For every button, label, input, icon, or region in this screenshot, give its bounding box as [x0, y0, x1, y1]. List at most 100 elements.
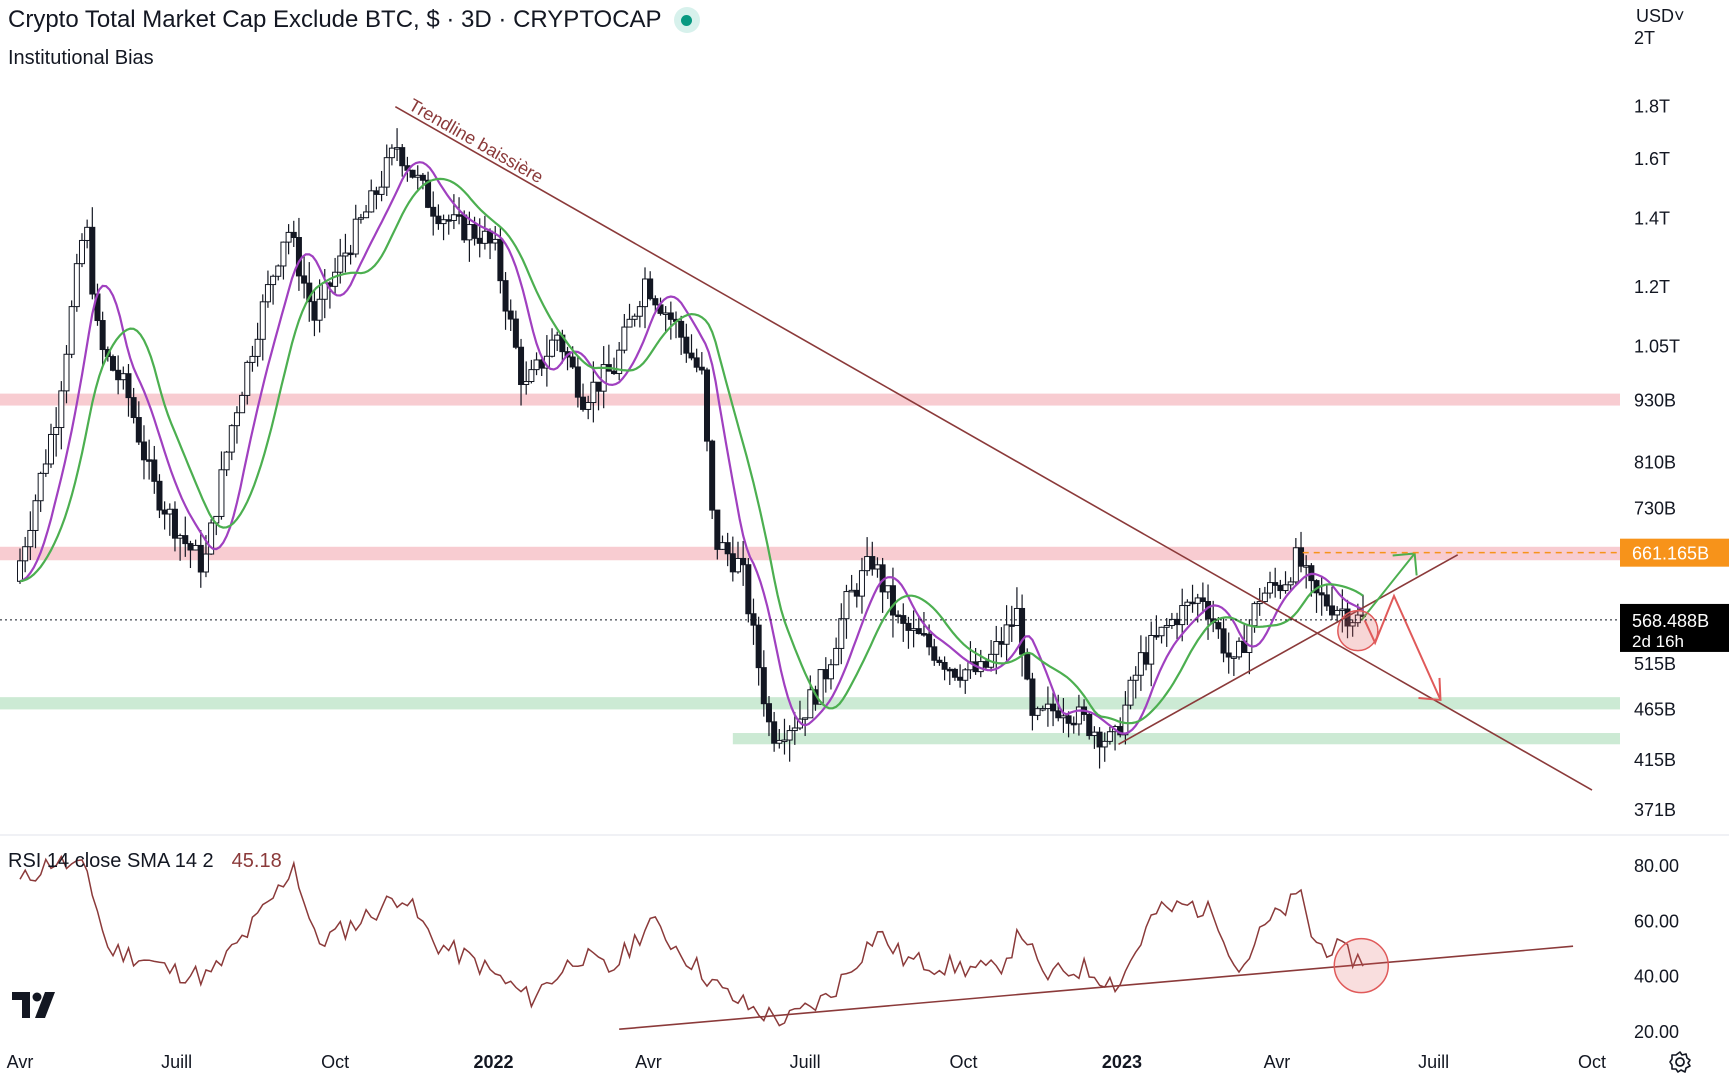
candle [853, 583, 860, 608]
candle [1106, 726, 1113, 745]
candle [192, 539, 199, 551]
candle [1236, 637, 1243, 660]
candle [32, 494, 39, 549]
trendline-2 [1118, 554, 1459, 745]
candle [874, 557, 881, 578]
candle [399, 144, 406, 177]
breakout-highlight-circle [1337, 609, 1379, 652]
candle [802, 717, 809, 737]
candle [218, 451, 225, 520]
candle [750, 598, 757, 645]
rsi-label: RSI 14 close SMA 14 2 [8, 850, 214, 872]
candle [512, 310, 519, 350]
candle [745, 558, 752, 623]
candle [941, 656, 948, 681]
candle [1029, 672, 1036, 731]
moving-average-line-1 [19, 161, 1364, 735]
candle [383, 144, 390, 197]
candle [311, 290, 318, 337]
candle [99, 311, 106, 367]
candle [161, 501, 168, 530]
candle [84, 219, 91, 249]
candle [1132, 666, 1139, 699]
candle [1261, 586, 1268, 603]
trendline-1 [394, 105, 1593, 791]
candle [740, 541, 747, 586]
candle [17, 548, 23, 584]
candle [719, 535, 726, 551]
candle [626, 303, 633, 328]
candle [1163, 618, 1170, 647]
date-tick-label: 2022 [473, 1052, 513, 1072]
candle [791, 712, 798, 745]
candle [249, 345, 256, 372]
candle [1272, 567, 1279, 598]
candle [771, 711, 778, 752]
candle [1034, 706, 1041, 721]
indicator-name[interactable]: Institutional Bias [8, 47, 154, 69]
price-level-label: 661.165B [1632, 544, 1709, 564]
candle [1158, 626, 1165, 644]
rsi-tick-label: 80.00 [1634, 856, 1679, 876]
candle [22, 536, 29, 573]
candle [1070, 716, 1077, 734]
rsi-value: 45.18 [231, 850, 282, 872]
candle [264, 270, 271, 308]
candle [905, 616, 912, 649]
candle [760, 650, 767, 717]
candle [843, 584, 850, 639]
candle [549, 328, 556, 358]
price-axis: 2T 1.8T 1.6T 1.4T 1.2T 1.05T 930B 810B 730B 515B 4… [1634, 28, 1680, 820]
candle [755, 616, 762, 686]
candle [895, 610, 902, 624]
candle [78, 233, 85, 268]
candle [1282, 571, 1289, 594]
candle [280, 241, 287, 280]
candle [636, 300, 643, 328]
candle [492, 226, 499, 251]
settings-gear-icon[interactable] [1668, 1050, 1692, 1074]
candle [1251, 601, 1258, 633]
resistance-zone [0, 393, 1620, 406]
rsi-legend[interactable]: RSI 14 close SMA 14 2 45.18 [8, 850, 282, 873]
date-tick-label: Juill [790, 1052, 821, 1072]
currency-selector[interactable]: USD˅ [1636, 6, 1685, 26]
candle [58, 381, 65, 450]
rsi-highlight-circle [1333, 937, 1390, 994]
candle [1277, 579, 1284, 599]
candle [590, 361, 597, 423]
candle [409, 169, 416, 179]
candle [445, 214, 452, 235]
price-tick-label: 371B [1634, 800, 1676, 820]
candle [543, 335, 550, 387]
candle [585, 395, 592, 420]
candle [1055, 694, 1062, 722]
candle [848, 574, 855, 593]
candle [1215, 616, 1222, 639]
candle [125, 364, 132, 417]
candle [47, 423, 54, 468]
candle [1019, 594, 1026, 677]
candle [616, 342, 623, 381]
candle [244, 360, 251, 405]
candle [120, 366, 127, 390]
candle [481, 215, 488, 250]
candle [450, 194, 457, 230]
candle [1143, 636, 1150, 671]
candle [533, 352, 540, 376]
price-tick-label: 810B [1634, 452, 1676, 472]
candle [765, 696, 772, 737]
candle [197, 529, 204, 588]
candle [1318, 576, 1325, 616]
candles-layer [17, 128, 1367, 769]
tradingview-logo-icon[interactable] [12, 992, 60, 1018]
candle [781, 718, 788, 755]
candle [1122, 691, 1129, 745]
candle [301, 256, 308, 299]
candle [910, 610, 917, 648]
candle [223, 450, 230, 477]
candle [430, 191, 437, 236]
candle [1334, 606, 1341, 623]
chart-title-text: Crypto Total Market Cap Exclude BTC, $ ·… [8, 6, 662, 33]
